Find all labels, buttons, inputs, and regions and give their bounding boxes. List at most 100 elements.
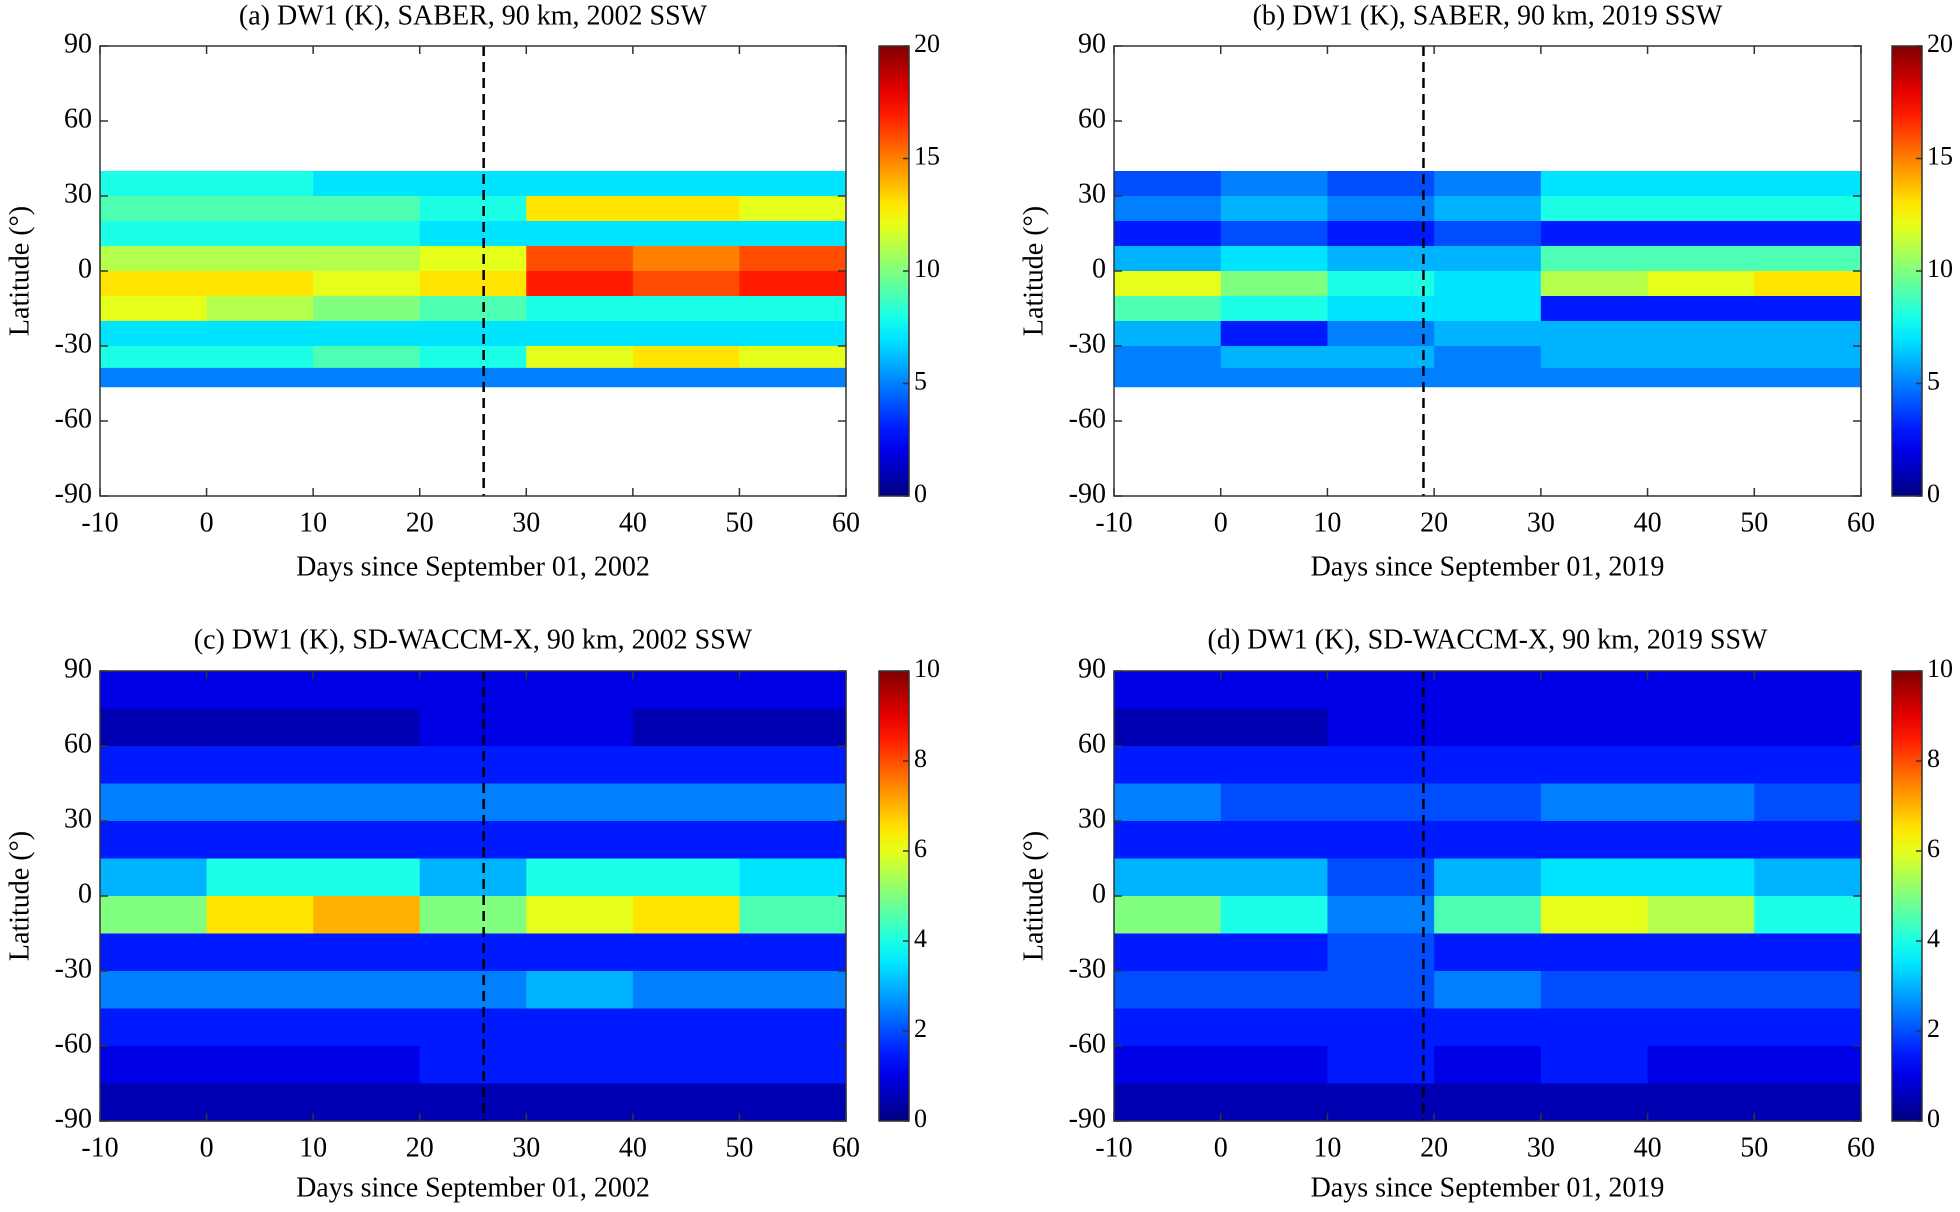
contour-cell [1220, 296, 1329, 322]
plot-area [1114, 171, 1862, 388]
contour-cell [632, 933, 741, 972]
contour-cell [1434, 971, 1542, 1010]
contour-cell [1647, 671, 1755, 710]
colorbar-tick-label: 4 [1927, 924, 1940, 953]
contour-cell [1114, 246, 1222, 272]
contour-cell [419, 858, 527, 897]
x-tick-label: 60 [832, 507, 860, 538]
y-tick-label: 30 [64, 803, 92, 834]
contour-cell [100, 296, 208, 322]
contour-cell [739, 746, 847, 785]
contour-cell [526, 196, 634, 222]
y-tick-label: 0 [78, 253, 92, 284]
contour-cell [632, 821, 741, 860]
contour-cell [526, 367, 634, 388]
contour-cell [739, 933, 847, 972]
contour-cell [632, 708, 741, 747]
contour-cell [313, 783, 421, 822]
contour-cell [1327, 671, 1435, 710]
y-axis-label: Latitude (°) [1018, 206, 1049, 336]
contour-cell [1327, 367, 1435, 388]
x-tick-label: -10 [1095, 1132, 1132, 1163]
contour-cell [1220, 1046, 1329, 1085]
contour-cell [1754, 271, 1862, 297]
contour-cell [1434, 196, 1542, 222]
contour-cell [1434, 171, 1542, 197]
y-tick-label: -90 [1069, 1103, 1106, 1134]
y-tick-label: 0 [78, 878, 92, 909]
contour-cell [206, 1008, 314, 1047]
contour-cell [419, 271, 527, 297]
y-tick-label: 90 [1078, 653, 1106, 684]
x-axis-label: Days since September 01, 2019 [1311, 1172, 1665, 1203]
contour-cell [632, 858, 741, 897]
contour-cell [1327, 1083, 1435, 1122]
y-tick-label: 60 [64, 728, 92, 759]
x-tick-label: 30 [1527, 1132, 1555, 1163]
colorbar-tick-label: 0 [914, 1104, 927, 1133]
y-tick-label: -90 [55, 478, 92, 509]
y-tick-label: 60 [64, 103, 92, 134]
x-tick-label: 40 [1634, 507, 1662, 538]
contour-cell [1754, 933, 1862, 972]
contour-cell [100, 321, 208, 347]
contour-cell [1220, 971, 1329, 1010]
contour-cell [100, 971, 208, 1010]
contour-cell [1327, 271, 1435, 297]
contour-cell [1114, 321, 1222, 347]
contour-cell [1540, 171, 1649, 197]
contour-cell [1114, 367, 1222, 388]
contour-cell [206, 367, 314, 388]
contour-cell [419, 196, 527, 222]
contour-cell [1114, 896, 1222, 935]
contour-cell [419, 296, 527, 322]
contour-cell [1220, 367, 1329, 388]
contour-cell [1754, 821, 1862, 860]
contour-cell [1540, 783, 1649, 822]
contour-cell [1540, 296, 1649, 322]
contour-cell [1647, 708, 1755, 747]
contour-cell [100, 346, 208, 369]
contour-cell [313, 367, 421, 388]
contour-cell [632, 746, 741, 785]
y-tick-label: 90 [64, 28, 92, 59]
contour-cell [526, 321, 634, 347]
contour-cell [1114, 221, 1222, 247]
contour-cell [100, 246, 208, 272]
contour-cell [1220, 783, 1329, 822]
contour-cell [206, 221, 314, 247]
y-tick-label: -60 [55, 1028, 92, 1059]
contour-cell [100, 671, 208, 710]
contour-cell [526, 708, 634, 747]
contour-cell [1114, 271, 1222, 297]
contour-cell [632, 367, 741, 388]
contour-cell [739, 1008, 847, 1047]
contour-cell [739, 708, 847, 747]
x-tick-label: 20 [1420, 507, 1448, 538]
contour-cell [526, 971, 634, 1010]
contour-cell [419, 1008, 527, 1047]
contour-cell [1220, 346, 1329, 369]
contour-cell [1434, 746, 1542, 785]
contour-cell [739, 196, 847, 222]
contour-cell [1327, 971, 1435, 1010]
contour-cell [313, 271, 421, 297]
x-tick-label: 30 [512, 507, 540, 538]
contour-cell [1540, 196, 1649, 222]
contour-cell [206, 858, 314, 897]
colorbar-tick-label: 2 [1927, 1014, 1940, 1043]
contour-cell [526, 296, 634, 322]
x-tick-label: 20 [406, 507, 434, 538]
contour-cell [1220, 896, 1329, 935]
contour-cell [632, 1046, 741, 1085]
contour-cell [1540, 346, 1649, 369]
x-tick-label: 60 [832, 1132, 860, 1163]
x-tick-label: -10 [1095, 507, 1132, 538]
x-axis-label: Days since September 01, 2019 [1311, 551, 1665, 582]
contour-cell [313, 1083, 421, 1122]
y-tick-label: 0 [1092, 878, 1106, 909]
contour-cell [100, 896, 208, 935]
contour-cell [526, 1083, 634, 1122]
contour-cell [1647, 858, 1755, 897]
